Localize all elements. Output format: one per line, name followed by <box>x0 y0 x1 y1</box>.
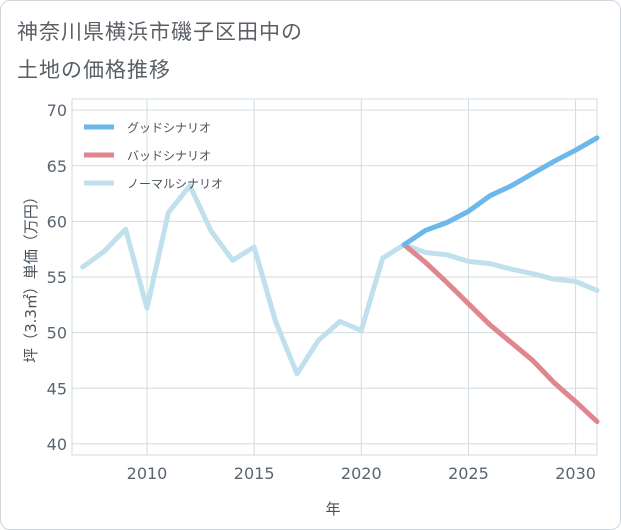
series-lines <box>80 135 600 425</box>
legend-label-1: バッドシナリオ <box>127 149 211 163</box>
x-axis-title: 年 <box>325 500 340 518</box>
y-tick-label: 55 <box>47 268 67 287</box>
legend-label-2: ノーマルシナリオ <box>127 177 223 191</box>
y-tick-label: 65 <box>47 157 67 176</box>
chart-title-line1: 神奈川県横浜市磯子区田中の <box>17 20 303 44</box>
x-tick-label: 2030 <box>555 464 596 483</box>
y-tick-label: 60 <box>47 212 67 231</box>
x-tick-label: 2010 <box>127 464 168 483</box>
y-tick-label: 45 <box>47 379 67 398</box>
legend-label-0: グッドシナリオ <box>127 121 211 135</box>
chart-title: 神奈川県横浜市磯子区田中の 土地の価格推移 <box>17 13 303 89</box>
y-tick-label: 70 <box>47 101 67 120</box>
y-axis-title: 坪（3.3㎡）単価（万円） <box>22 189 40 363</box>
tick-labels: 40 45 50 55 60 65 70 2010 2015 2020 2025 2030 <box>47 101 596 483</box>
x-tick-label: 2015 <box>234 464 275 483</box>
series-line-2 <box>80 183 600 377</box>
grid-lines <box>71 98 598 456</box>
series-line-0 <box>401 135 600 248</box>
y-tick-label: 40 <box>47 435 67 454</box>
chart-title-line2: 土地の価格推移 <box>17 58 171 82</box>
series-line-1 <box>401 242 600 425</box>
x-tick-label: 2025 <box>448 464 489 483</box>
x-tick-label: 2020 <box>341 464 382 483</box>
y-tick-label: 50 <box>47 324 67 343</box>
